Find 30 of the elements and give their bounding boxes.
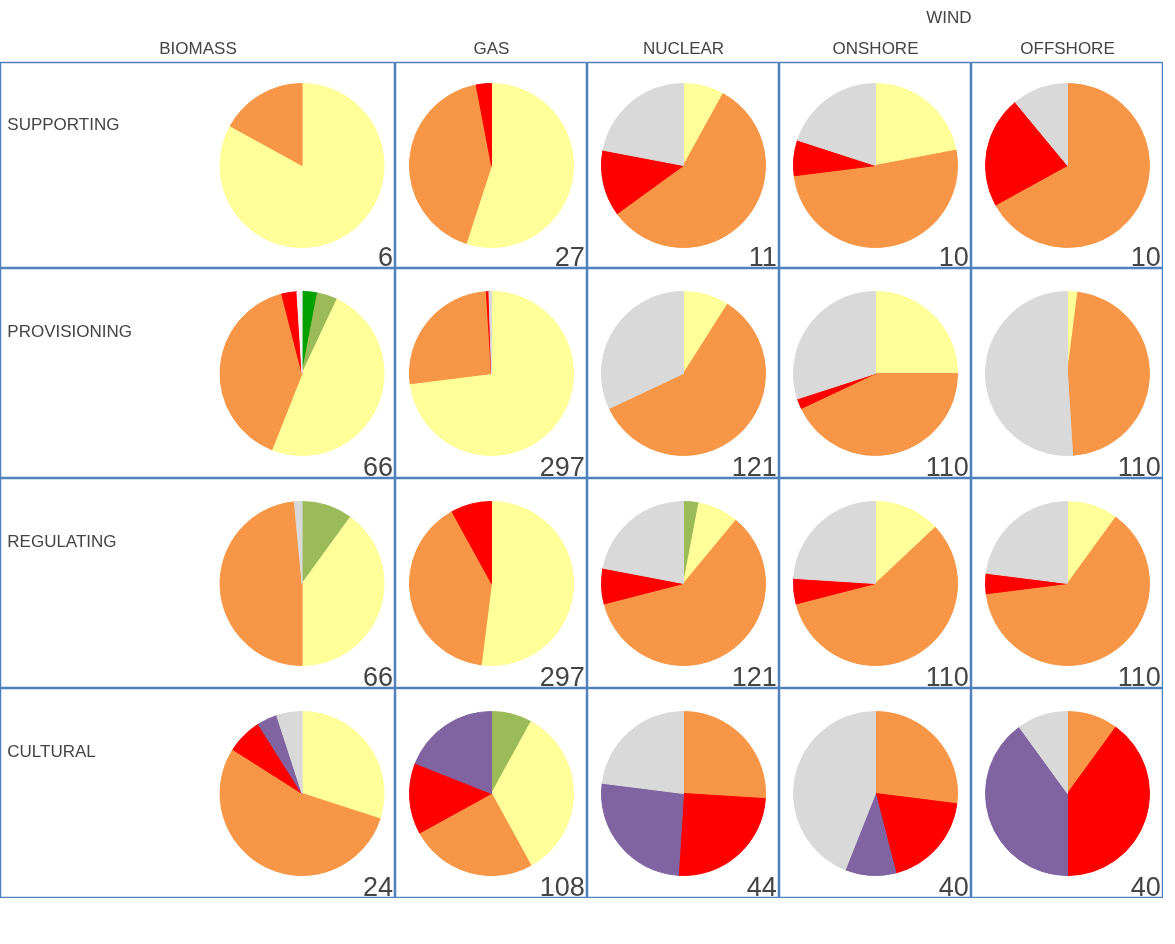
text: 40 bbox=[938, 871, 969, 902]
chart-title: BIOMASS bbox=[159, 38, 237, 58]
text: PROVISIONING bbox=[7, 321, 132, 341]
chart-title: ONSHORE bbox=[832, 38, 919, 58]
text: 108 bbox=[539, 871, 585, 902]
text: CULTURAL bbox=[7, 741, 96, 761]
text: 110 bbox=[925, 451, 969, 482]
text: 110 bbox=[1117, 661, 1161, 692]
text: 66 bbox=[362, 661, 393, 692]
text: 297 bbox=[539, 451, 585, 482]
text: 40 bbox=[1130, 871, 1161, 902]
text: 11 bbox=[748, 241, 777, 272]
chart-title: GAS bbox=[473, 38, 510, 58]
chart-title: NUCLEAR bbox=[642, 38, 725, 58]
text: 110 bbox=[1117, 451, 1161, 482]
text: 297 bbox=[539, 661, 585, 692]
text: SUPPORTING bbox=[7, 114, 120, 134]
text: 121 bbox=[731, 661, 777, 692]
chart-subtitle: WIND bbox=[926, 7, 972, 27]
text: 121 bbox=[731, 451, 777, 482]
chart-title: OFFSHORE bbox=[1020, 38, 1115, 58]
text: 10 bbox=[938, 241, 969, 272]
text: 44 bbox=[746, 871, 777, 902]
text: 66 bbox=[362, 451, 393, 482]
text: 27 bbox=[554, 241, 585, 272]
text: REGULATING bbox=[7, 531, 117, 551]
text: 110 bbox=[925, 661, 969, 692]
text: 10 bbox=[1130, 241, 1161, 272]
text: 6 bbox=[377, 241, 393, 272]
text: 24 bbox=[362, 871, 393, 902]
